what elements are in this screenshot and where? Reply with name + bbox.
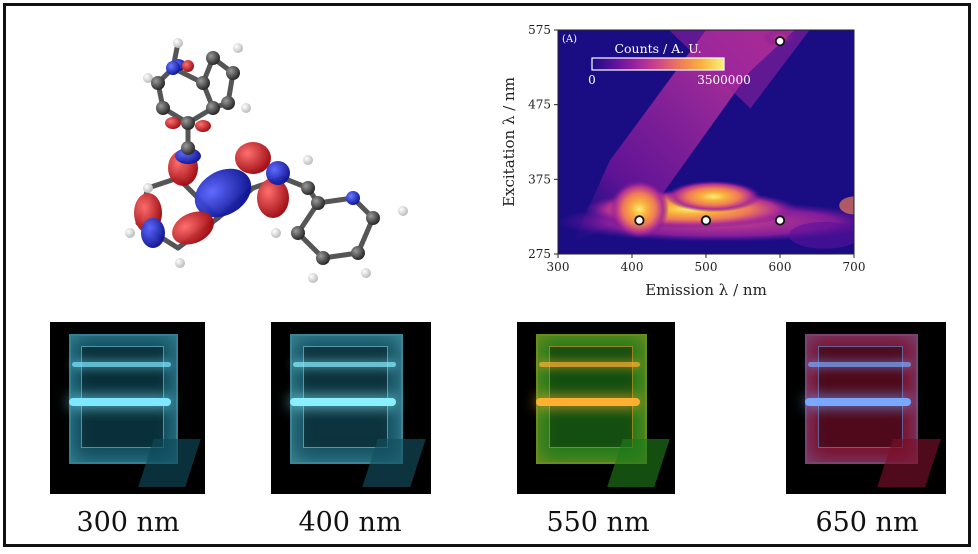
y-tick-label: 375 (528, 172, 551, 186)
colorbar-title: Counts / A. U. (614, 41, 701, 56)
excitation-emission-heatmap: 300 400 500 600 700 275 375 475 575 (A) Counts /… (500, 23, 866, 299)
marked-point (634, 215, 645, 226)
marked-point (700, 215, 712, 226)
x-tick-label: 400 (621, 260, 644, 274)
x-tick-label: 600 (769, 260, 792, 274)
y-tick-label: 275 (528, 247, 551, 261)
cuvette-photo-400nm (271, 322, 431, 494)
photo-caption-550nm: 550 nm (546, 507, 650, 538)
figure-frame (3, 3, 971, 547)
glow-line-upper (539, 361, 641, 367)
glow-line-upper (808, 361, 911, 367)
x-tick-label: 300 (547, 260, 570, 274)
cuvette-photo-650nm (786, 322, 946, 494)
y-tick-label: 575 (528, 23, 551, 37)
colorbar: Counts / A. U. 0 3500000 (588, 41, 751, 87)
molecule-orbital-illustration (125, 38, 408, 283)
marked-point (774, 215, 786, 226)
glow-line-lower (68, 397, 171, 406)
cuvette-photo-550nm (517, 322, 675, 494)
photo-caption-400nm: 400 nm (298, 507, 402, 538)
colorbar-min-label: 0 (588, 73, 596, 87)
cuvette-photo-300nm (50, 322, 205, 494)
colorbar-gradient (591, 57, 725, 71)
marked-point (774, 36, 786, 47)
y-axis-label: Excitation λ / nm (500, 77, 518, 207)
x-axis-label: Emission λ / nm (645, 281, 767, 299)
x-tick-label: 500 (695, 260, 718, 274)
photo-caption-650nm: 650 nm (815, 507, 919, 538)
photo-caption-300nm: 300 nm (76, 507, 180, 538)
glow-line-upper (293, 361, 396, 367)
glow-line-upper (71, 361, 171, 367)
x-tick-label: 700 (843, 260, 866, 274)
panel-label: (A) (562, 34, 577, 45)
glow-line-lower (290, 397, 396, 406)
glow-line-lower (535, 397, 641, 406)
y-tick-label: 475 (528, 98, 551, 112)
colorbar-max-label: 3500000 (697, 73, 750, 87)
glow-line-lower (805, 397, 911, 406)
